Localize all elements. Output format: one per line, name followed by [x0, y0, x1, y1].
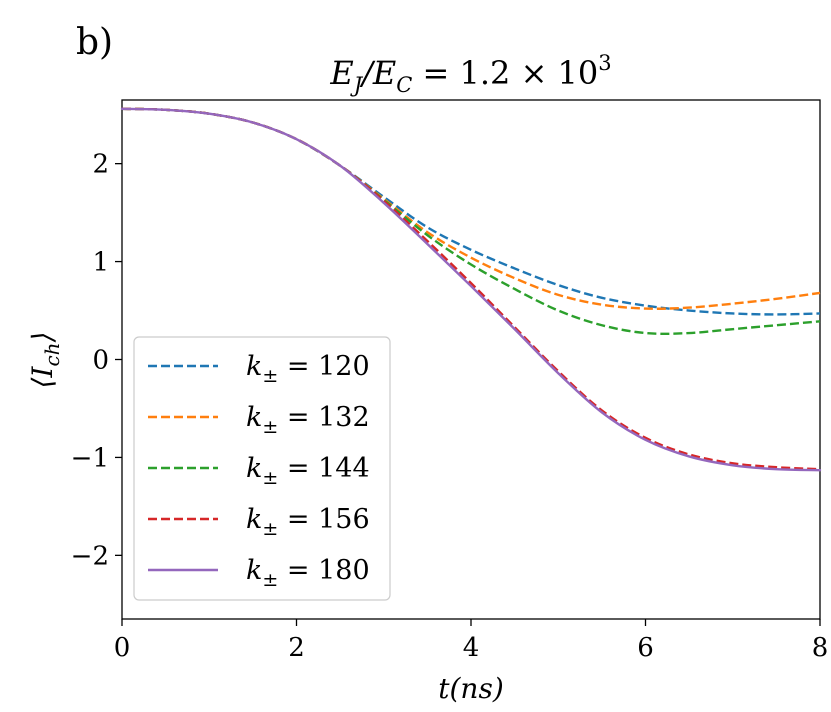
legend-label-k156: k± = 156 [246, 504, 370, 540]
series-line-k144 [121, 107, 821, 336]
legend-label-k120: k± = 120 [246, 351, 370, 387]
series-line-k132 [121, 107, 821, 310]
x-tick-label: 4 [463, 633, 480, 663]
x-tick-label: 8 [812, 633, 829, 663]
y-axis-label: ⟨Ich⟩ [26, 331, 64, 388]
legend: k± = 120 k± = 132 k± = 144 k± = 156 k± = 180 [133, 336, 391, 601]
chart-title: EJ/EC = 1.2 × 103 [329, 51, 611, 97]
x-tick-label: 6 [637, 633, 654, 663]
y-tick-label: −1 [71, 443, 109, 473]
x-tick-label: 0 [114, 633, 131, 663]
legend-label-k144: k± = 144 [246, 453, 370, 489]
y-ticks: −2 −1 0 1 2 [71, 150, 122, 571]
y-tick-label: 2 [92, 150, 109, 180]
y-tick-label: −2 [71, 541, 109, 571]
legend-label-k132: k± = 132 [246, 402, 370, 438]
x-tick-label: 2 [288, 633, 305, 663]
x-axis-label: t(ns) [438, 672, 504, 705]
legend-label-k180: k± = 180 [246, 555, 370, 591]
y-tick-label: 1 [92, 248, 109, 278]
panel-label: b) [76, 22, 113, 63]
legend-box [133, 336, 391, 601]
series-group [120, 107, 822, 472]
series-line-k180 [120, 107, 822, 472]
x-ticks: 0 2 4 6 8 [114, 619, 829, 663]
y-tick-label: 0 [92, 346, 109, 376]
